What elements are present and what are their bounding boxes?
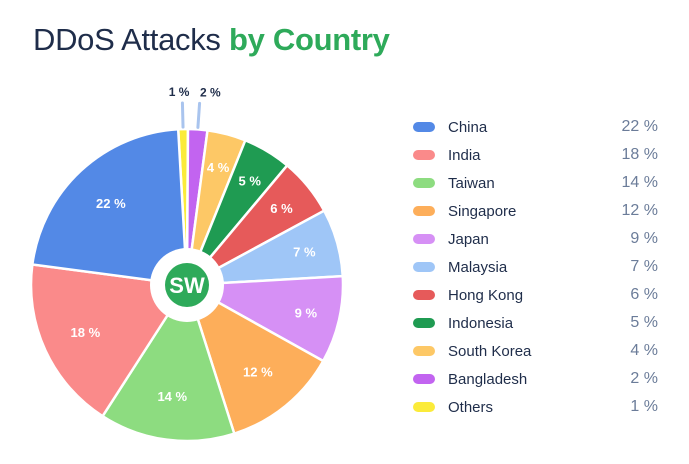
chart-title: DDoS Attacks by Country xyxy=(33,22,390,58)
legend-label: Hong Kong xyxy=(448,286,524,304)
legend: China 22 % India 18 % Taiwan 14 % Singapore 12 … xyxy=(413,113,658,421)
slice-label-japan: 9 % xyxy=(295,305,318,320)
legend-swatch xyxy=(413,346,435,356)
legend-item-japan: Japan 9 % xyxy=(413,225,658,253)
slice-label-india: 18 % xyxy=(71,325,101,340)
legend-value: 4 % xyxy=(630,342,658,359)
logo-text: SW xyxy=(169,273,205,298)
slice-label-singapore: 12 % xyxy=(243,365,273,380)
chart-title-accent: by Country xyxy=(228,22,390,57)
legend-item-singapore: Singapore 12 % xyxy=(413,197,658,225)
legend-label: Malaysia xyxy=(448,258,508,276)
legend-swatch xyxy=(413,318,435,328)
legend-swatch xyxy=(413,178,435,188)
slice-label-taiwan: 14 % xyxy=(157,389,187,404)
pie-labels: 1 % 2 % 4 % 5 % 6 % 7 % 9 % 12 % 14 % 18 % 22 % xyxy=(71,85,318,404)
leader-line-others xyxy=(180,101,185,129)
legend-value: 5 % xyxy=(630,314,658,331)
legend-value: 12 % xyxy=(621,202,658,219)
slice-label-indonesia: 5 % xyxy=(239,173,262,188)
chart-title-main: DDoS Attacks xyxy=(33,22,221,57)
pie-slice-singapore xyxy=(184,282,325,436)
slice-label-malaysia: 7 % xyxy=(293,245,316,260)
legend-swatch xyxy=(413,150,435,160)
legend-label: Japan xyxy=(448,230,489,248)
legend-swatch xyxy=(413,402,435,412)
legend-item-indonesia: Indonesia 5 % xyxy=(413,309,658,337)
legend-value: 9 % xyxy=(630,230,658,247)
legend-item-india: India 18 % xyxy=(413,141,658,169)
legend-value: 18 % xyxy=(621,146,658,163)
pie-slices xyxy=(29,127,345,443)
legend-swatch xyxy=(413,290,435,300)
pie-slice-india xyxy=(29,263,190,418)
legend-value: 1 % xyxy=(630,398,658,415)
legend-item-others: Others 1 % xyxy=(413,393,658,421)
legend-swatch xyxy=(413,122,435,132)
legend-item-malaysia: Malaysia 7 % xyxy=(413,253,658,281)
pie-slice-china xyxy=(30,127,189,287)
legend-swatch xyxy=(413,234,435,244)
slice-label-bangladesh: 2 % xyxy=(200,85,221,99)
legend-swatch xyxy=(413,374,435,384)
legend-value: 2 % xyxy=(630,370,658,387)
legend-item-taiwan: Taiwan 14 % xyxy=(413,169,658,197)
slice-label-hong-kong: 6 % xyxy=(270,201,293,216)
legend-label: South Korea xyxy=(448,342,532,360)
logo-disc xyxy=(165,263,209,307)
legend-item-bangladesh: Bangladesh 2 % xyxy=(413,365,658,393)
legend-item-hong-kong: Hong Kong 6 % xyxy=(413,281,658,309)
legend-value: 7 % xyxy=(630,258,658,275)
legend-swatch xyxy=(413,206,435,216)
legend-value: 6 % xyxy=(630,286,658,303)
legend-label: Singapore xyxy=(448,202,517,220)
legend-label: Others xyxy=(448,398,494,416)
legend-item-china: China 22 % xyxy=(413,113,658,141)
similarweb-logo: SW xyxy=(150,248,224,322)
legend-swatch xyxy=(413,262,435,272)
slice-label-south-korea: 4 % xyxy=(207,160,230,175)
legend-label: Taiwan xyxy=(448,174,495,192)
legend-label: Bangladesh xyxy=(448,370,528,388)
legend-label: Indonesia xyxy=(448,314,514,332)
slice-label-others: 1 % xyxy=(169,85,190,99)
legend-item-south-korea: South Korea 4 % xyxy=(413,337,658,365)
legend-label: India xyxy=(448,146,481,164)
legend-value: 22 % xyxy=(621,118,658,135)
legend-label: China xyxy=(448,118,488,136)
pie-slice-japan xyxy=(182,274,345,363)
leader-line-bangladesh xyxy=(196,101,202,129)
slice-label-china: 22 % xyxy=(96,196,126,211)
pie-slice-taiwan xyxy=(100,282,236,443)
legend-value: 14 % xyxy=(621,174,658,191)
